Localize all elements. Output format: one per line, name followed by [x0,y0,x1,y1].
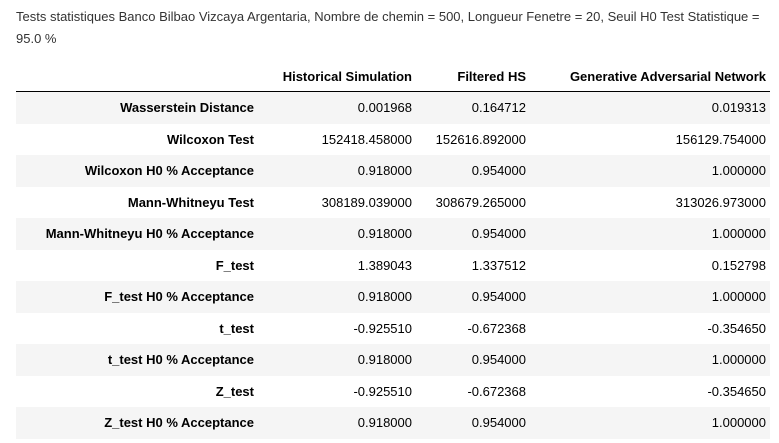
column-header-historical-simulation: Historical Simulation [258,61,416,92]
row-label: Mann-Whitneyu H0 % Acceptance [45,226,254,242]
table-caption: Tests statistiques Banco Bilbao Vizcaya … [16,9,760,46]
row-label: Z_test [215,383,254,399]
table-row: Z_test H0 % Acceptance 0.918000 0.954000… [16,407,770,439]
table-row: t_test H0 % Acceptance 0.918000 0.954000… [16,344,770,376]
table-row: Wilcoxon Test 152418.458000 152616.89200… [16,123,770,155]
table-row: Mann-Whitneyu H0 % Acceptance 0.918000 0… [16,218,770,250]
table-cell: 308189.039000 [321,194,412,210]
header-row: Historical Simulation Filtered HS Genera… [16,61,770,92]
row-label: Mann-Whitneyu Test [127,194,254,210]
table-cell: 156129.754000 [675,131,766,147]
table-row: t_test -0.925510 -0.672368 -0.354650 [16,312,770,344]
table-cell: 152616.892000 [435,131,526,147]
table-cell: 0.918000 [357,289,412,305]
column-header-gan: Generative Adversarial Network [530,61,770,92]
table-cell: 1.000000 [711,352,766,368]
table-row: F_test H0 % Acceptance 0.918000 0.954000… [16,281,770,313]
table-cell: 0.918000 [357,163,412,179]
table-cell: 0.001968 [357,100,412,116]
table-cell: 152418.458000 [321,131,412,147]
row-label: t_test [219,320,254,336]
table-cell: 1.000000 [711,163,766,179]
table-cell: 0.918000 [357,226,412,242]
table-row: Z_test -0.925510 -0.672368 -0.354650 [16,375,770,407]
table-cell: 0.954000 [471,415,526,431]
table-body: Wasserstein Distance 0.001968 0.164712 0… [16,91,770,439]
row-label: Wasserstein Distance [120,100,254,116]
table-cell: 0.954000 [471,352,526,368]
table-header: Historical Simulation Filtered HS Genera… [16,61,770,92]
table-cell: -0.672368 [467,320,526,336]
table-cell: 1.337512 [471,257,526,273]
table-cell: 1.389043 [357,257,412,273]
table-cell: 0.164712 [471,100,526,116]
row-label: t_test H0 % Acceptance [107,352,254,368]
table-cell: 0.918000 [357,352,412,368]
table-cell: -0.354650 [707,383,766,399]
row-label: Z_test H0 % Acceptance [104,415,254,431]
table-cell: -0.925510 [353,320,412,336]
table-cell: -0.354650 [707,320,766,336]
table-row: F_test 1.389043 1.337512 0.152798 [16,249,770,281]
table-row: Wilcoxon H0 % Acceptance 0.918000 0.9540… [16,155,770,187]
table-cell: 1.000000 [711,226,766,242]
table-row: Wasserstein Distance 0.001968 0.164712 0… [16,91,770,124]
table-cell: 1.000000 [711,289,766,305]
column-header-index [16,61,258,92]
row-label: Wilcoxon Test [166,131,254,147]
table-cell: -0.672368 [467,383,526,399]
table-cell: 0.954000 [471,226,526,242]
row-label: F_test H0 % Acceptance [104,289,254,305]
row-label: F_test [215,257,254,273]
table-cell: 0.954000 [471,289,526,305]
table-cell: 313026.973000 [675,194,766,210]
table-cell: 0.954000 [471,163,526,179]
table-cell: 1.000000 [711,415,766,431]
table-cell: 0.918000 [357,415,412,431]
table-cell: -0.925510 [353,383,412,399]
results-table: Historical Simulation Filtered HS Genera… [16,61,770,439]
table-row: Mann-Whitneyu Test 308189.039000 308679.… [16,186,770,218]
column-header-filtered-hs: Filtered HS [416,61,530,92]
table-cell: 0.152798 [711,257,766,273]
table-cell: 308679.265000 [435,194,526,210]
row-label: Wilcoxon H0 % Acceptance [84,163,254,179]
table-cell: 0.019313 [711,100,766,116]
